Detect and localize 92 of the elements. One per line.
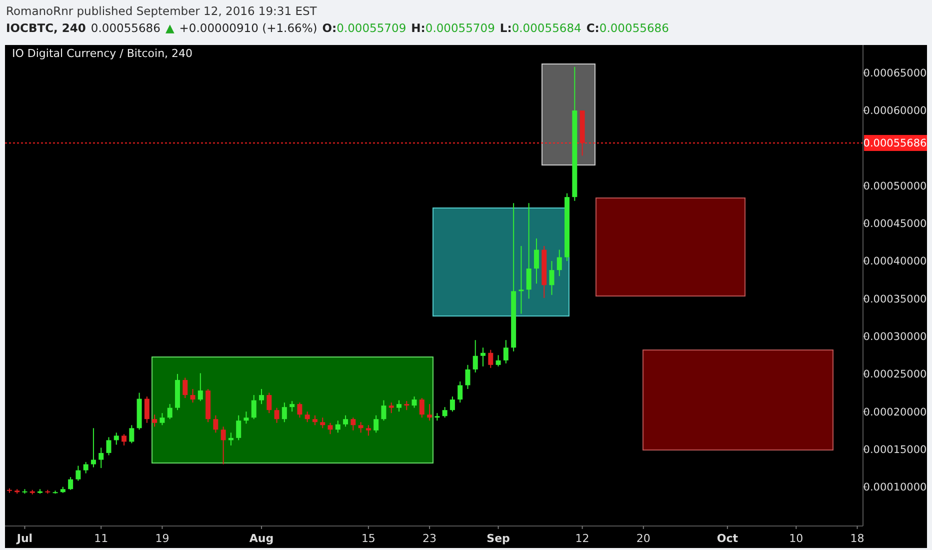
candlestick bbox=[312, 414, 318, 426]
text: IOCBTC, 240 bbox=[6, 21, 86, 35]
candlestick bbox=[388, 402, 394, 414]
candlestick bbox=[282, 402, 287, 423]
candlestick bbox=[503, 340, 508, 364]
y-tick-label: 0.00050000 bbox=[863, 180, 927, 192]
x-tick-label: 15 bbox=[361, 532, 376, 545]
candlestick bbox=[244, 411, 249, 424]
candlestick bbox=[488, 349, 494, 368]
text: +0.00000910 (+1.66%) bbox=[179, 21, 318, 35]
x-tick-label: 11 bbox=[94, 532, 108, 545]
y-tick-label: 0.00025000 bbox=[863, 368, 927, 381]
candlestick bbox=[167, 404, 172, 420]
x-tick-label: Oct bbox=[716, 532, 738, 545]
candlestick bbox=[480, 347, 486, 367]
candlestick bbox=[442, 406, 448, 418]
candlestick bbox=[328, 422, 333, 435]
y-tick-label: 0.00020000 bbox=[863, 406, 927, 418]
candlestick bbox=[526, 202, 532, 300]
candlestick bbox=[83, 462, 88, 474]
candlestick bbox=[236, 414, 242, 441]
candlestick bbox=[129, 424, 134, 444]
chart-title: IO Digital Currency / Bitcoin, 240 bbox=[12, 47, 193, 60]
candlestick bbox=[358, 422, 364, 434]
candlestick bbox=[220, 426, 226, 465]
candlestick bbox=[297, 402, 302, 418]
y-tick-label: 0.00035000 bbox=[863, 293, 927, 306]
y-tick-label: 0.00040000 bbox=[863, 256, 927, 268]
candlestick bbox=[259, 388, 264, 405]
x-tick-label: 19 bbox=[155, 532, 170, 545]
candlestick bbox=[404, 400, 410, 411]
candlestick bbox=[374, 414, 379, 434]
candlestick bbox=[472, 340, 478, 373]
candlestick bbox=[465, 364, 470, 390]
candlestick bbox=[534, 238, 539, 284]
candlestick bbox=[68, 476, 74, 490]
candlestick bbox=[274, 407, 280, 424]
candlestick bbox=[450, 396, 455, 412]
candlestick bbox=[98, 447, 104, 469]
candlestick bbox=[122, 434, 127, 446]
text: 0.00055686 bbox=[90, 21, 160, 35]
x-tick-label: Aug bbox=[249, 532, 274, 545]
y-tick-label: 0.00015000 bbox=[863, 444, 927, 456]
y-tick-label: 0.00045000 bbox=[863, 218, 927, 230]
y-tick-label: 0.00010000 bbox=[863, 482, 927, 494]
candlestick bbox=[549, 260, 554, 296]
x-tick-label: Sep bbox=[486, 532, 510, 545]
x-tick-label: 10 bbox=[789, 532, 804, 545]
candlestick bbox=[213, 414, 218, 434]
x-tick-label: Jul bbox=[16, 532, 33, 545]
candlestick bbox=[266, 392, 272, 414]
x-tick-label: 12 bbox=[575, 532, 590, 545]
candlestick bbox=[366, 424, 371, 436]
candlestick bbox=[427, 404, 432, 422]
candlestick bbox=[251, 394, 256, 420]
text: L:0.00055684 bbox=[500, 21, 582, 35]
candlestick bbox=[90, 428, 96, 468]
candlestick bbox=[412, 396, 417, 408]
x-tick-label: 20 bbox=[636, 532, 650, 545]
y-tick-label: 0.00030000 bbox=[863, 330, 927, 343]
candlestick bbox=[320, 417, 326, 429]
x-tick-label: 23 bbox=[422, 532, 437, 545]
y-tick-label: 0.00060000 bbox=[863, 105, 927, 118]
candlestick bbox=[496, 354, 501, 367]
text: ▲ bbox=[165, 21, 174, 35]
candlestick bbox=[304, 411, 310, 423]
candlestick bbox=[198, 372, 203, 402]
candlestick bbox=[556, 249, 562, 277]
candlestick bbox=[381, 400, 386, 422]
candlestick bbox=[335, 420, 340, 434]
candlestick bbox=[396, 400, 402, 412]
candlestick bbox=[419, 398, 424, 418]
ref-line-label: 0.00055686 bbox=[863, 138, 928, 150]
x-tick-label: 18 bbox=[850, 532, 864, 545]
candlestick bbox=[458, 380, 463, 404]
text: H:0.00055709 bbox=[411, 21, 495, 35]
candlestick bbox=[106, 436, 112, 456]
candlestick bbox=[190, 388, 196, 404]
candlestick bbox=[160, 412, 165, 426]
candlestick bbox=[343, 414, 348, 428]
candlestick bbox=[182, 377, 188, 399]
candlestick bbox=[76, 465, 81, 482]
text: C:0.00055686 bbox=[586, 21, 669, 35]
text: RomanoRnr published September 12, 2016 19:31 EST bbox=[6, 4, 318, 18]
candlestick bbox=[350, 417, 356, 431]
candlestick bbox=[290, 400, 295, 412]
text: O:0.00055709 bbox=[322, 21, 406, 35]
candlestick bbox=[114, 432, 119, 446]
y-tick-label: 0.00065000 bbox=[863, 68, 927, 80]
candlestick bbox=[152, 414, 158, 428]
candlestick bbox=[518, 245, 524, 314]
candlestick bbox=[144, 396, 150, 424]
